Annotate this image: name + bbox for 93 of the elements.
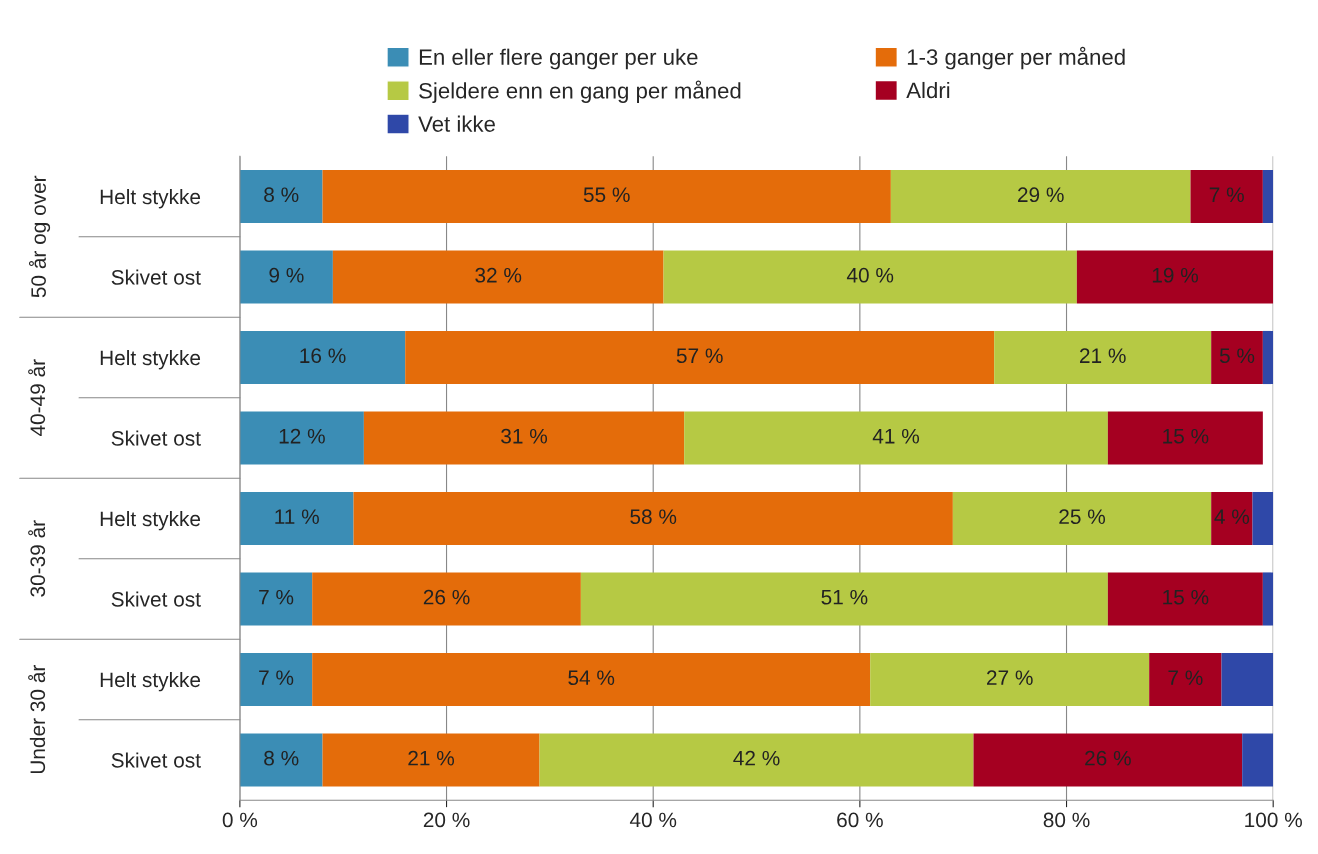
bar — [580, 572, 1108, 626]
legend-label: Aldri — [906, 81, 950, 99]
data-label: 41 % — [872, 428, 920, 444]
bar — [1262, 572, 1274, 626]
data-label: 9 % — [269, 267, 304, 283]
bar — [1221, 652, 1274, 707]
data-label: 25 % — [1059, 509, 1106, 525]
data-label: 7 % — [259, 589, 294, 605]
text: Under 30 år — [28, 665, 46, 774]
y-tick-label: Skivet ost — [111, 591, 201, 607]
bar — [405, 330, 995, 385]
y-tick-label: Helt stykke — [100, 349, 201, 370]
bar — [363, 411, 685, 465]
bar — [1262, 330, 1274, 385]
data-label: 40 % — [846, 267, 894, 283]
bar — [239, 572, 313, 626]
bar — [539, 733, 974, 787]
bar — [1252, 491, 1274, 546]
x-tick-label: 0 % — [222, 812, 258, 828]
data-label: 57 % — [676, 348, 723, 364]
data-label: 5 % — [1219, 348, 1255, 364]
bar — [239, 733, 323, 787]
data-label: 16 % — [300, 348, 346, 364]
bar — [239, 652, 313, 707]
data-label: 11 % — [275, 509, 319, 524]
y-tick-label: Skivet ost — [111, 269, 201, 285]
bar — [1242, 733, 1274, 787]
data-label: 58 % — [630, 509, 677, 525]
data-label: 54 % — [568, 670, 615, 686]
y-tick-label: Helt stykke — [100, 671, 201, 692]
bar — [1262, 169, 1274, 224]
bar — [353, 491, 953, 546]
data-label: 42 % — [733, 750, 780, 766]
text: 40-49 år — [28, 359, 46, 437]
data-label: 55 % — [583, 187, 630, 203]
bar — [1076, 250, 1274, 304]
data-label: 21 % — [408, 750, 455, 766]
data-label: 29 % — [1018, 187, 1064, 203]
text: 50 år og over — [28, 175, 51, 298]
data-label: 32 % — [475, 267, 522, 283]
bar — [322, 733, 540, 787]
y-tick-label: Helt stykke — [100, 188, 201, 209]
x-tick-label: 60 % — [837, 812, 883, 828]
bar — [890, 169, 1191, 224]
bar — [684, 411, 1108, 465]
data-label: 15 % — [1163, 428, 1209, 444]
data-label: 7 % — [1209, 187, 1244, 203]
data-label: 7 % — [259, 670, 294, 685]
bar — [994, 330, 1212, 385]
bar — [239, 250, 333, 304]
y-tick-label: Skivet ost — [111, 430, 201, 446]
bar — [663, 250, 1077, 304]
legend-label: 1-3 ganger per måned — [907, 46, 1125, 70]
bar — [973, 733, 1243, 787]
bar — [239, 491, 354, 546]
data-label: 7 % — [1168, 670, 1203, 685]
data-label: 26 % — [423, 589, 470, 605]
legend-label: Sjeldere enn en gang per måned — [419, 80, 741, 103]
data-label: 31 % — [501, 428, 548, 444]
data-label: 51 % — [821, 589, 868, 605]
data-label: 4 % — [1214, 509, 1250, 524]
data-label: 12 % — [279, 428, 325, 444]
legend-label: En eller flere ganger per uke — [419, 48, 698, 70]
bar — [332, 250, 664, 304]
bar — [1190, 169, 1263, 224]
bar — [1211, 330, 1263, 385]
data-label: 8 % — [264, 750, 299, 766]
bar — [1211, 491, 1253, 546]
bar — [312, 572, 581, 626]
bar — [239, 330, 406, 385]
bar — [952, 491, 1212, 546]
bar — [1149, 652, 1222, 707]
x-tick-label: 100 % — [1245, 812, 1302, 828]
text: 30-39 år — [28, 520, 46, 597]
bar — [1107, 411, 1263, 465]
bar — [870, 652, 1150, 707]
bar — [239, 169, 323, 224]
bar — [312, 652, 871, 707]
x-tick-label: 40 % — [629, 812, 677, 828]
data-label: 21 % — [1080, 348, 1126, 364]
bar — [1107, 572, 1263, 626]
x-tick-label: 20 % — [423, 812, 470, 828]
data-label: 15 % — [1163, 589, 1209, 605]
data-label: 27 % — [987, 670, 1033, 685]
bar — [322, 169, 891, 224]
y-tick-label: Helt stykke — [100, 510, 201, 531]
data-label: 19 % — [1152, 267, 1199, 283]
legend-label: Vet ikke — [418, 115, 495, 132]
x-tick-label: 80 % — [1043, 812, 1090, 828]
bar — [239, 411, 364, 465]
y-tick-label: Skivet ost — [111, 752, 201, 768]
data-label: 8 % — [264, 187, 299, 203]
data-label: 26 % — [1085, 750, 1131, 766]
